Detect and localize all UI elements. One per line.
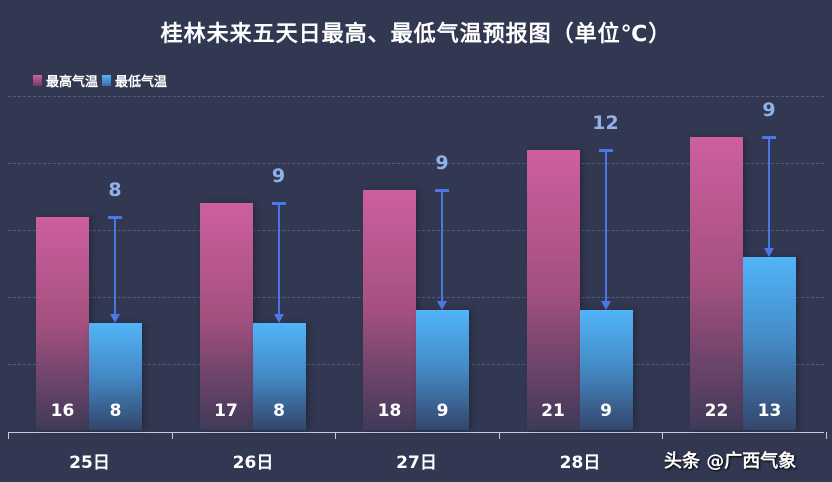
bar-value-high: 21 [541,401,565,421]
gridline [8,163,824,164]
bar-high-temp[interactable] [36,216,89,430]
gridline [8,96,824,97]
chart-title: 桂林未来五天日最高、最低气温预报图（单位℃） [160,22,672,47]
temp-range-arrow-icon [762,135,776,257]
x-axis-label: 25日 [69,453,110,473]
legend-label-low: 最低气温 [115,75,168,90]
legend-swatch-low [102,75,112,86]
bar-value-high: 17 [214,401,238,421]
x-axis [8,432,824,433]
bar-low-temp[interactable] [89,323,142,430]
bar-low-temp[interactable] [252,323,306,430]
temp-range-arrow-icon [598,149,613,311]
temp-range-label: 9 [435,152,449,175]
temp-range-label: 12 [592,112,619,135]
bar-high-temp[interactable] [526,150,580,430]
legend-swatch-high [33,75,42,86]
bar-value-low: 9 [600,401,612,421]
bar-value-low: 8 [273,401,285,421]
temp-range-label: 9 [271,165,286,188]
bar-value-high: 22 [704,401,729,421]
temp-range-label: 8 [108,178,122,201]
bar-value-low: 8 [109,401,122,421]
x-axis-tick [662,432,663,439]
x-axis-tick [335,432,336,439]
x-axis-label: 26日 [232,453,274,473]
bar-low-temp[interactable] [579,310,633,430]
bar-high-temp[interactable] [690,136,743,430]
bar-high-temp[interactable] [363,190,416,430]
x-axis-label: 27日 [396,453,437,473]
gridline [8,230,824,231]
x-axis-tick [171,432,173,439]
x-axis-tick [8,432,9,439]
temp-range-arrow-icon [108,215,122,324]
x-axis-label: 28日 [559,453,601,473]
bar-value-low: 9 [436,401,449,421]
legend: 最高气温 最低气温 [33,71,171,90]
watermark: 头条 @广西气象 [664,451,797,472]
bar-value-high: 18 [377,401,402,421]
legend-item-high[interactable]: 最高气温 [33,71,98,90]
bar-low-temp[interactable] [743,256,796,430]
legend-label-high: 最高气温 [46,75,99,90]
x-axis-tick [498,432,500,439]
legend-item-low[interactable]: 最低气温 [102,71,167,90]
gridline [8,297,824,298]
bar-value-high: 16 [50,401,75,421]
bar-value-low: 13 [757,401,782,421]
bar-low-temp[interactable] [416,310,469,430]
temp-range-arrow-icon [271,202,286,324]
temp-range-arrow-icon [435,189,449,311]
temp-range-label: 9 [762,98,776,121]
bar-high-temp[interactable] [199,203,253,430]
x-axis-tick [825,432,827,439]
